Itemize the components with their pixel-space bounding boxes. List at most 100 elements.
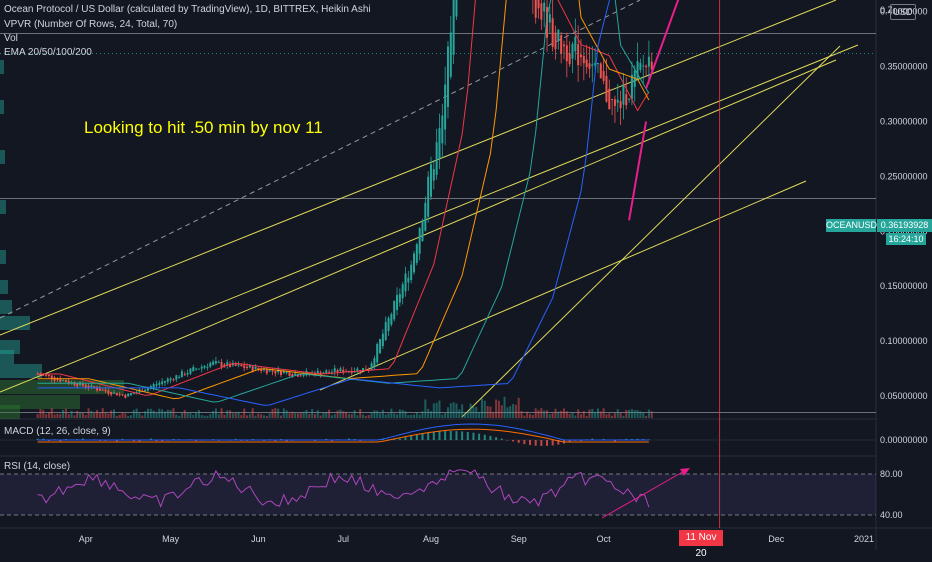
volume-bar: [537, 410, 540, 418]
macd-histogram-bar: [591, 438, 594, 440]
volume-bar: [565, 411, 568, 418]
chart-canvas[interactable]: 0.700000000.650000000.600000000.55000000…: [0, 0, 932, 550]
macd-label[interactable]: MACD (12, 26, close, 9): [4, 426, 111, 437]
candle-body: [64, 380, 67, 382]
volume-bar: [330, 415, 333, 418]
time-tick-label: Aug: [423, 534, 439, 544]
volume-bar: [195, 411, 198, 418]
ema-line: [37, 0, 650, 396]
volume-bar: [435, 402, 438, 418]
candle-body: [579, 54, 582, 58]
candle-body: [189, 368, 192, 374]
time-tick-label: Sep: [511, 534, 527, 544]
candle-body: [455, 0, 458, 17]
candle-body: [42, 374, 45, 376]
macd-histogram-bar: [251, 438, 254, 440]
volume-bar: [591, 408, 594, 418]
volume-bar: [588, 409, 591, 418]
macd-histogram-bar: [59, 440, 62, 442]
candle-body: [282, 371, 285, 373]
macd-histogram-bar: [398, 438, 401, 440]
candle-body: [268, 369, 271, 372]
volume-bar: [280, 415, 282, 418]
volume-bar: [113, 409, 116, 418]
volume-bar: [189, 412, 192, 418]
macd-histogram-bar: [172, 438, 175, 440]
volume-bar: [497, 400, 500, 418]
candle-body: [248, 365, 251, 368]
volume-bar: [342, 411, 345, 418]
volume-bar: [630, 408, 633, 418]
volume-bar: [362, 414, 365, 418]
volume-bar: [410, 414, 413, 418]
volume-bar: [98, 413, 101, 418]
volume-bar: [611, 415, 614, 418]
volume-bar: [523, 415, 526, 418]
candle-body: [537, 0, 540, 9]
volume-bar: [480, 398, 483, 418]
candle-body: [299, 375, 302, 377]
rsi-axis-label: 80.00: [880, 469, 903, 479]
volume-bar: [418, 414, 421, 418]
date-highlight-badge: 11 Nov 20: [679, 530, 723, 559]
candle-body: [413, 253, 416, 273]
price-tick-label: 0.25000000: [880, 171, 928, 181]
candle-body: [362, 367, 365, 371]
volume-bar: [175, 414, 178, 418]
candle-body: [611, 99, 614, 101]
macd-histogram-bar: [546, 440, 549, 446]
volume-bar: [599, 411, 602, 418]
volume-bar: [254, 415, 257, 418]
price-tick-label: 0.30000000: [880, 117, 928, 127]
volume-bar: [146, 408, 149, 418]
candle-body: [336, 370, 339, 373]
volume-bar: [413, 414, 416, 418]
macd-histogram-bar: [540, 440, 543, 446]
candle-body: [206, 366, 209, 368]
macd-histogram-bar: [517, 440, 520, 443]
volume-bar: [438, 400, 441, 418]
volume-bar: [393, 413, 396, 418]
volume-bar: [79, 412, 82, 418]
volume-bar: [192, 414, 195, 418]
indicator-vpvr[interactable]: VPVR (Number Of Rows, 24, Total, 70): [4, 19, 178, 30]
rsi-line: [37, 469, 650, 509]
candle-body: [342, 369, 345, 373]
volume-bar: [390, 408, 393, 418]
indicator-ema[interactable]: EMA 20/50/100/200: [4, 47, 92, 58]
candle-body: [130, 393, 133, 395]
volume-bar: [625, 409, 628, 418]
volume-bar: [364, 415, 367, 418]
candle-body: [67, 381, 70, 384]
volume-bar: [376, 410, 379, 418]
currency-badge[interactable]: USD: [890, 4, 916, 20]
candle-body: [223, 364, 226, 367]
rsi-label[interactable]: RSI (14, close): [4, 461, 71, 472]
macd-histogram-bar: [472, 432, 475, 440]
macd-histogram-bar: [444, 431, 447, 440]
candle-body: [50, 375, 53, 380]
indicator-vol[interactable]: Vol: [4, 33, 18, 44]
volume-bar: [132, 409, 135, 418]
volume-bar: [396, 414, 399, 418]
volume-bar: [608, 413, 611, 418]
candle-body: [62, 380, 65, 382]
candle-body: [596, 63, 599, 65]
candle-body: [274, 370, 277, 374]
candle-body: [90, 385, 93, 387]
candle-body: [619, 101, 622, 109]
candle-body: [132, 392, 135, 395]
candle-body: [452, 0, 455, 55]
macd-histogram-bar: [115, 440, 118, 442]
annotation-text[interactable]: Looking to hit .50 min by nov 11: [84, 118, 323, 137]
volume-bar: [427, 408, 430, 418]
candle-body: [599, 63, 602, 79]
channel-line: [319, 180, 807, 391]
volume-bar: [543, 410, 546, 418]
candle-body: [571, 44, 574, 59]
volume-bar: [274, 408, 277, 418]
volume-bar: [605, 414, 608, 418]
volume-bar: [305, 410, 308, 418]
candle-body: [568, 53, 571, 65]
candle-body: [339, 368, 342, 372]
